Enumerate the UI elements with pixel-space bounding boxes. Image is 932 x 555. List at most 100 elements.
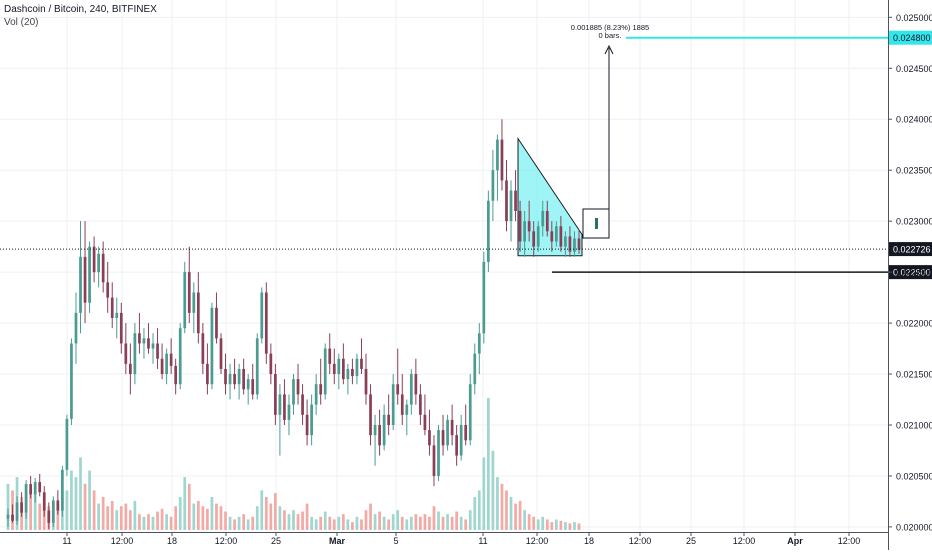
- candle-body: [523, 221, 526, 242]
- candle-body: [215, 307, 218, 339]
- volume-bar: [110, 500, 114, 530]
- volume-bar: [74, 477, 78, 530]
- price-tick-label: 0.024500: [896, 64, 932, 74]
- volume-bar: [301, 511, 304, 530]
- candle-body: [577, 238, 581, 250]
- candle-body: [83, 256, 87, 303]
- candle-body: [165, 353, 168, 375]
- candle-body: [219, 338, 223, 369]
- volume-bar: [360, 519, 363, 530]
- volume-bar: [201, 506, 205, 530]
- volume-bar: [269, 503, 273, 530]
- candle-body: [468, 384, 472, 441]
- candle-body: [65, 418, 69, 470]
- volume-bar: [160, 508, 164, 530]
- volume-bar: [536, 519, 540, 530]
- candle-body: [6, 514, 10, 519]
- candle-body: [441, 430, 445, 446]
- target-price-tag: [889, 30, 932, 45]
- time-tick-label: 18: [584, 536, 594, 546]
- candle-body: [224, 368, 227, 385]
- price-tick-label: 0.024000: [896, 115, 932, 125]
- candle-body: [459, 424, 463, 456]
- volume-bar: [292, 510, 295, 530]
- volume-bar: [115, 510, 119, 530]
- volume-bar: [473, 497, 477, 530]
- candle-body: [192, 292, 196, 313]
- volume-bar: [228, 516, 232, 530]
- volume-bar: [518, 500, 522, 530]
- volume-bar: [400, 516, 404, 530]
- candle-body: [341, 358, 345, 380]
- volume-bar: [387, 519, 391, 530]
- volume-bar: [274, 493, 277, 530]
- candle-body: [115, 312, 119, 318]
- volume-bar: [514, 503, 517, 530]
- candle-body: [151, 343, 155, 349]
- candle-body: [432, 445, 436, 476]
- volume-bar: [192, 503, 196, 530]
- candle-body: [33, 482, 37, 495]
- candle-body: [437, 430, 440, 476]
- current-price-label: 0.022726: [893, 245, 931, 255]
- candle-body: [210, 307, 214, 385]
- candle-body: [428, 430, 431, 446]
- volume-bar: [92, 490, 96, 530]
- volume-bar: [169, 516, 173, 530]
- volume-bar: [119, 506, 123, 530]
- candle-body: [545, 210, 549, 232]
- volume-bar: [491, 450, 495, 530]
- volume-bar: [527, 514, 531, 530]
- volume-bar: [487, 398, 490, 530]
- volume-bar: [310, 516, 313, 530]
- volume-bar: [255, 506, 259, 530]
- price-tick-label: 0.021500: [896, 370, 932, 380]
- volume-bar: [391, 514, 395, 530]
- candle-body: [532, 231, 536, 247]
- volume-bar: [396, 510, 400, 530]
- candle-body: [337, 358, 341, 375]
- time-tick-label: 25: [686, 536, 696, 546]
- volume-bar: [364, 510, 368, 530]
- volume-bar: [147, 514, 150, 530]
- volume-bar: [564, 522, 567, 530]
- candle-body: [301, 394, 304, 415]
- candle-body: [364, 368, 368, 395]
- volume-bar: [568, 523, 572, 530]
- candle-body: [505, 180, 508, 222]
- volume-bar: [319, 516, 323, 530]
- candle-body: [518, 210, 522, 242]
- time-tick-label: 12:00: [215, 536, 238, 546]
- candle-body: [283, 394, 286, 420]
- candle-body: [464, 424, 468, 441]
- candle-body: [455, 435, 459, 456]
- volume-bar: [409, 516, 413, 530]
- support-price-tag: [889, 265, 932, 280]
- candle-body: [550, 231, 554, 242]
- candle-body: [264, 292, 268, 354]
- volume-bar: [545, 519, 549, 530]
- volume-bar: [432, 506, 436, 530]
- measure-arrow-head: [604, 44, 614, 55]
- volume-bar: [260, 490, 264, 530]
- candle-body: [233, 374, 236, 385]
- volume-bar: [482, 457, 486, 530]
- candle-body: [74, 312, 78, 344]
- volume-bar: [305, 503, 309, 530]
- volume-bar: [101, 497, 105, 530]
- volume-bar: [6, 483, 10, 530]
- price-lines: 0.022726 0.022500 0.024800 0.001885 (8.23%)…: [0, 23, 932, 280]
- candle-body: [396, 384, 400, 395]
- volume-bar: [38, 503, 42, 530]
- volume-bar: [246, 519, 250, 530]
- candle-body: [128, 363, 132, 375]
- candle-body: [242, 368, 246, 390]
- volume-bar: [29, 490, 33, 530]
- candle-body: [292, 379, 295, 405]
- candle-body: [29, 484, 33, 495]
- candle-body: [319, 384, 323, 395]
- candle-body: [142, 338, 146, 344]
- volume-bar: [187, 483, 191, 530]
